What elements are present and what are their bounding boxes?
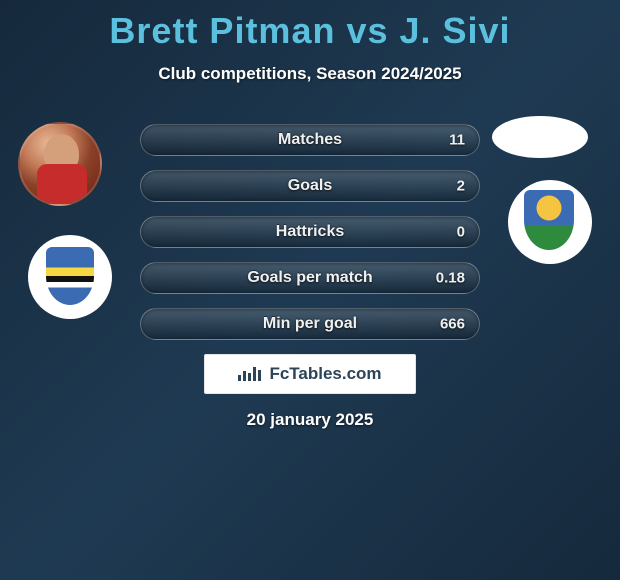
stat-value-right: 0 [457, 224, 465, 241]
stat-value-right: 11 [449, 132, 465, 149]
stat-value-right: 666 [440, 316, 465, 333]
brand-text: FcTables.com [269, 364, 381, 384]
stat-label: Goals per match [247, 269, 372, 287]
page-title: Brett Pitman vs J. Sivi [0, 0, 620, 52]
stat-value-right: 2 [457, 178, 465, 195]
page-subtitle: Club competitions, Season 2024/2025 [0, 64, 620, 84]
bars-chart-icon [238, 367, 263, 381]
club-left-crest [28, 235, 112, 319]
date-text: 20 january 2025 [247, 410, 374, 430]
stat-value-right: 0.18 [436, 270, 465, 287]
stat-label: Hattricks [276, 223, 344, 241]
player-right-avatar [492, 116, 588, 158]
brand-box: FcTables.com [204, 354, 416, 394]
stat-row-hattricks: Hattricks 0 [140, 216, 480, 248]
stat-label: Min per goal [263, 315, 357, 333]
stat-row-matches: Matches 11 [140, 124, 480, 156]
stats-container: Matches 11 Goals 2 Hattricks 0 Goals per… [140, 124, 480, 354]
stat-row-gpm: Goals per match 0.18 [140, 262, 480, 294]
stat-label: Matches [278, 131, 342, 149]
stat-row-goals: Goals 2 [140, 170, 480, 202]
club-right-crest [508, 180, 592, 264]
stat-row-mpg: Min per goal 666 [140, 308, 480, 340]
stat-label: Goals [288, 177, 332, 195]
player-left-avatar [18, 122, 102, 206]
